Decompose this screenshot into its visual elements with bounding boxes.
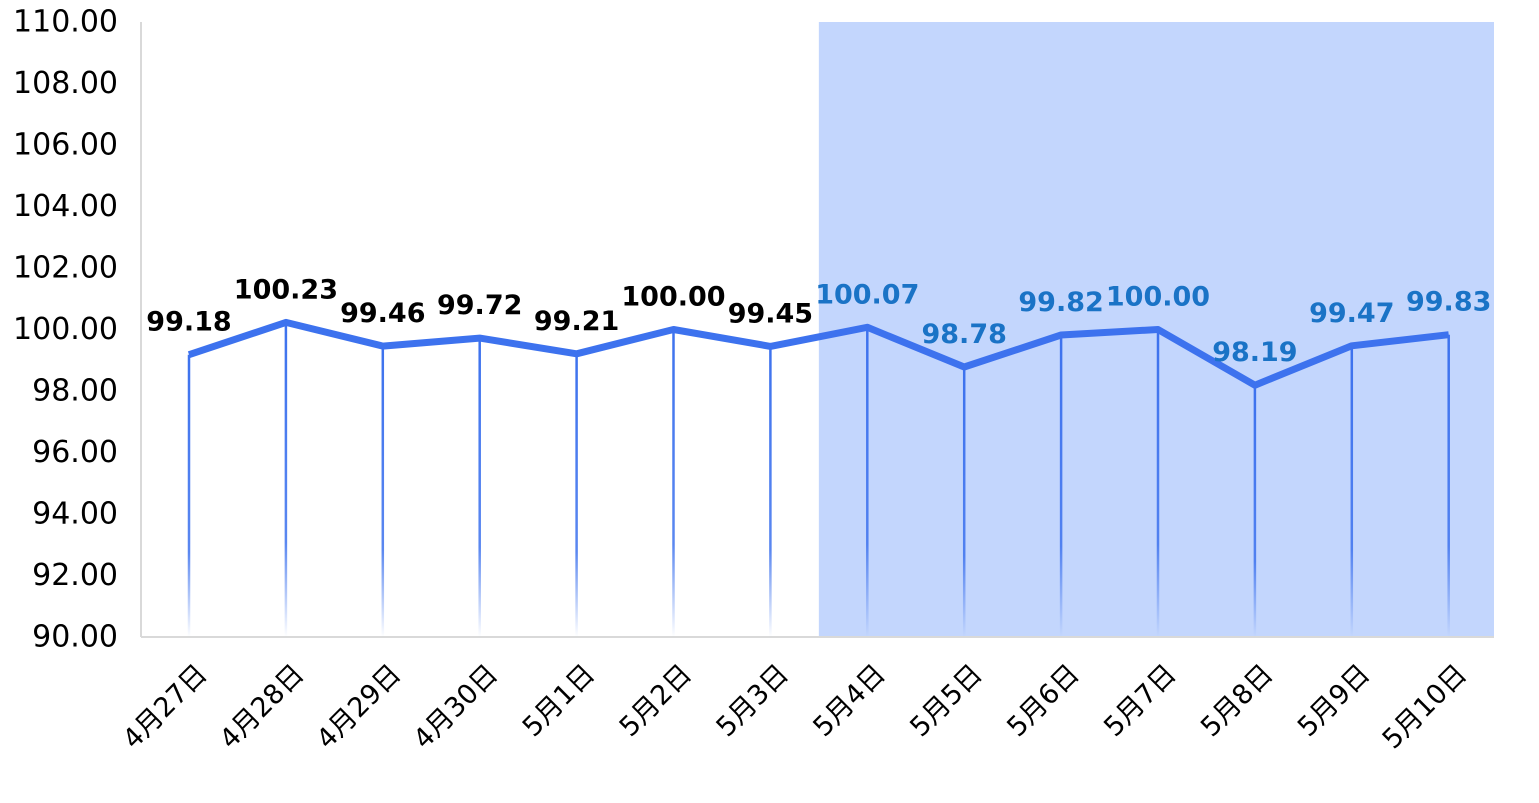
- y-tick-label: 104.00: [13, 189, 118, 224]
- x-tick-label: 5月1日: [517, 659, 601, 743]
- data-label: 99.18: [146, 307, 231, 338]
- y-tick-label: 106.00: [13, 128, 118, 163]
- y-tick-label: 108.00: [13, 66, 118, 101]
- x-tick-label: 4月27日: [117, 659, 214, 756]
- drop-line: [1253, 385, 1257, 637]
- data-label: 98.19: [1212, 337, 1297, 368]
- y-tick-label: 100.00: [13, 312, 118, 347]
- y-tick-label: 110.00: [13, 5, 118, 40]
- drop-line: [1447, 334, 1450, 637]
- drop-line: [769, 346, 772, 637]
- y-tick-label: 94.00: [32, 497, 118, 532]
- data-label: 99.46: [340, 298, 425, 329]
- drop-line: [866, 327, 869, 637]
- drop-line: [478, 338, 481, 637]
- data-label: 100.07: [815, 279, 919, 310]
- drop-line: [1350, 345, 1354, 637]
- y-tick-label: 90.00: [32, 620, 118, 655]
- x-tick-label: 5月10日: [1377, 659, 1474, 756]
- x-tick-label: 4月28日: [214, 659, 311, 756]
- axis-layer: [140, 22, 1494, 638]
- drop-line: [187, 354, 191, 637]
- x-tick-label: 5月3日: [711, 659, 795, 743]
- series-line-layer: [187, 318, 1450, 389]
- drop-line: [575, 353, 578, 637]
- y-tick-label: 102.00: [13, 251, 118, 286]
- series-line: [187, 318, 1450, 389]
- x-tick-label: 5月5日: [904, 659, 988, 743]
- data-label: 98.78: [921, 319, 1006, 350]
- x-tick-label: 5月9日: [1292, 659, 1376, 743]
- drop-line: [284, 322, 288, 637]
- x-tick-label: 5月8日: [1195, 659, 1279, 743]
- y-tick-label: 92.00: [32, 558, 118, 593]
- x-tick-labels-layer: 4月27日 4月28日 4月29日 4月30日 5月1日 5月2日 5月3日 5月4日 5月5日…: [117, 659, 1473, 756]
- y-tick-labels-layer: 90.00 92.00 94.00 96.00 98.00 100.00 102.00 104…: [13, 5, 118, 655]
- x-tick-label: 5月4日: [807, 659, 891, 743]
- drop-line: [962, 367, 966, 637]
- x-tick-label: 5月6日: [1001, 659, 1085, 743]
- data-label: 99.83: [1406, 287, 1491, 318]
- x-tick-label: 5月7日: [1098, 659, 1182, 743]
- drop-line: [1059, 335, 1063, 637]
- x-tick-label: 4月30日: [408, 659, 505, 756]
- data-label: 99.45: [728, 298, 813, 329]
- data-label: 99.47: [1309, 298, 1394, 329]
- data-label: 100.23: [234, 274, 338, 305]
- drop-line: [381, 346, 385, 637]
- data-label: 100.00: [621, 282, 725, 313]
- drop-line: [1156, 329, 1160, 637]
- data-label: 99.21: [534, 306, 619, 337]
- drop-lines-layer: [187, 322, 1450, 637]
- y-tick-label: 98.00: [32, 374, 118, 409]
- x-tick-label: 5月2日: [614, 659, 698, 743]
- data-label: 99.82: [1018, 287, 1103, 318]
- drop-line: [672, 329, 675, 637]
- data-label: 100.00: [1106, 282, 1210, 313]
- data-label: 99.72: [437, 290, 522, 321]
- y-tick-label: 96.00: [32, 435, 118, 470]
- x-tick-label: 4月29日: [311, 659, 408, 756]
